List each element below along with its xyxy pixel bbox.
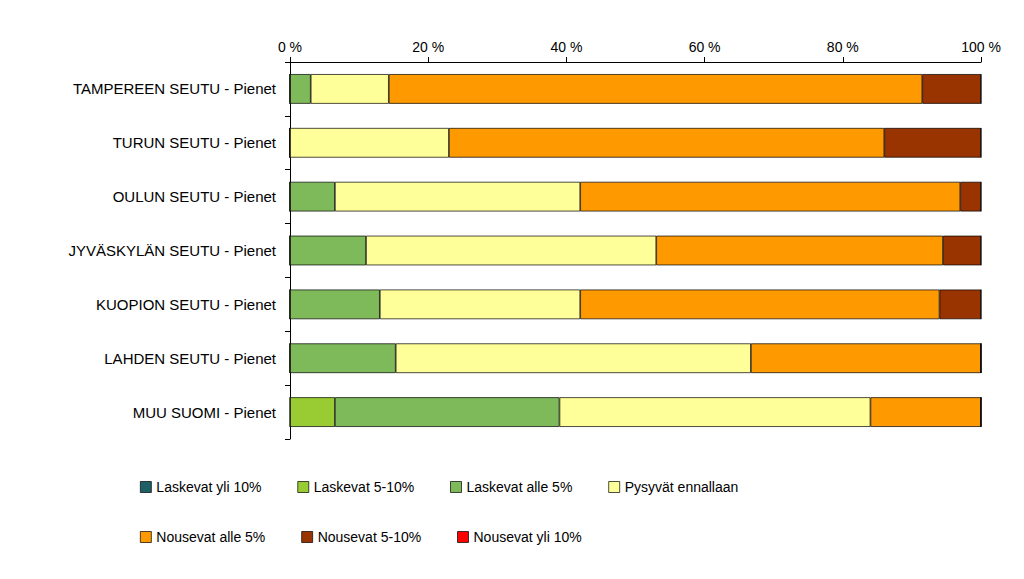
svg-text:0 %: 0 % [278,39,302,55]
svg-text:KUOPION SEUTU - Pienet: KUOPION SEUTU - Pienet [96,296,277,313]
svg-text:20 %: 20 % [412,39,444,55]
svg-text:Nousevat yli 10%: Nousevat yli 10% [474,529,582,545]
svg-text:OULUN SEUTU - Pienet: OULUN SEUTU - Pienet [113,188,277,205]
svg-text:Laskevat 5-10%: Laskevat 5-10% [314,479,414,495]
svg-text:LAHDEN SEUTU - Pienet: LAHDEN SEUTU - Pienet [104,350,277,367]
svg-text:60 %: 60 % [689,39,721,55]
svg-text:Laskevat yli 10%: Laskevat yli 10% [156,479,261,495]
svg-text:TURUN SEUTU - Pienet: TURUN SEUTU - Pienet [113,134,277,151]
svg-text:JYVÄSKYLÄN SEUTU - Pienet: JYVÄSKYLÄN SEUTU - Pienet [68,242,276,259]
svg-text:40 %: 40 % [550,39,582,55]
svg-text:Pysyvät ennallaan: Pysyvät ennallaan [625,479,739,495]
svg-text:80 %: 80 % [827,39,859,55]
svg-text:100 %: 100 % [961,39,1001,55]
svg-text:Laskevat alle 5%: Laskevat alle 5% [466,479,572,495]
svg-text:Nousevat 5-10%: Nousevat 5-10% [318,529,422,545]
svg-text:MUU SUOMI - Pienet: MUU SUOMI - Pienet [133,404,277,421]
svg-text:TAMPEREEN SEUTU - Pienet: TAMPEREEN SEUTU - Pienet [73,80,277,97]
svg-text:Nousevat alle 5%: Nousevat alle 5% [156,529,265,545]
